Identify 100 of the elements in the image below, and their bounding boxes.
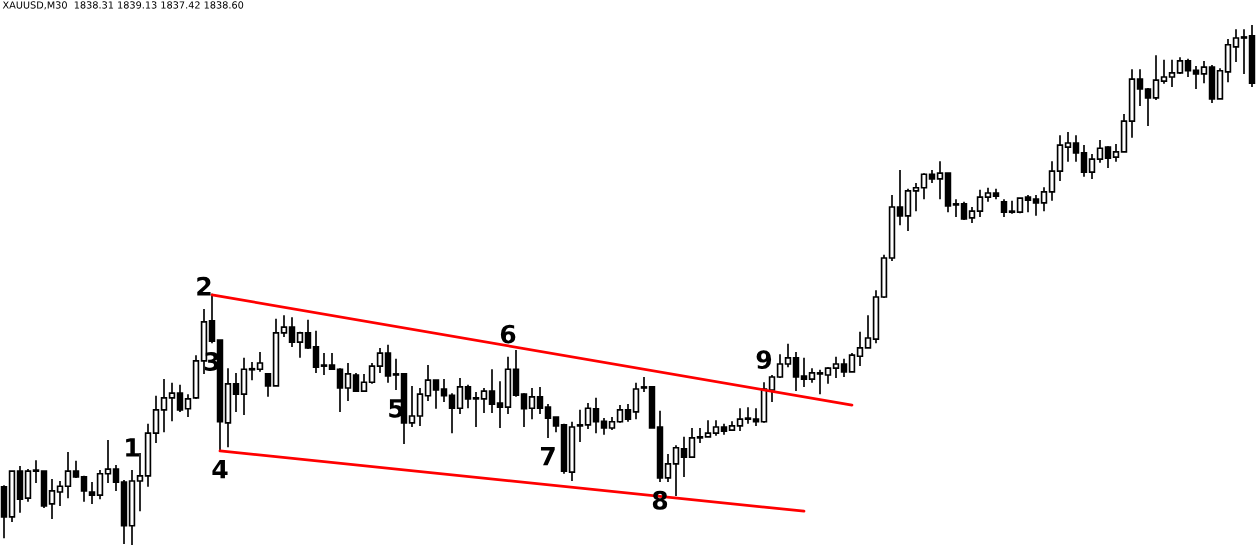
candlestick xyxy=(384,343,392,384)
candlestick xyxy=(304,319,312,350)
candlestick xyxy=(952,198,960,218)
text: 9 xyxy=(756,350,772,370)
candlestick xyxy=(520,392,528,428)
candlestick xyxy=(848,352,856,373)
candlestick xyxy=(752,407,760,427)
candlestick xyxy=(1232,28,1240,63)
candlestick xyxy=(1184,57,1192,78)
candlestick xyxy=(976,189,984,218)
candlestick xyxy=(96,469,104,501)
candlestick xyxy=(744,406,752,425)
candlestick xyxy=(832,355,840,379)
candlestick xyxy=(416,387,424,427)
candlestick xyxy=(376,347,384,374)
candlestick xyxy=(288,316,296,348)
candlestick xyxy=(448,392,456,435)
candlestick xyxy=(1008,199,1016,215)
candlestick xyxy=(424,364,432,402)
candlestick xyxy=(528,387,536,420)
candlestick xyxy=(920,172,928,201)
candlestick xyxy=(536,386,544,415)
candlestick xyxy=(544,403,552,439)
candlestick xyxy=(344,362,352,402)
candlestick xyxy=(800,356,808,388)
candlestick xyxy=(248,361,256,381)
chart-title: XAUUSD,M30 1838.31 1839.13 1837.42 1838.60 xyxy=(2,1,244,10)
candlestick xyxy=(1136,68,1144,107)
candlestick xyxy=(112,464,120,492)
candlestick xyxy=(320,352,328,376)
candlestick xyxy=(1096,139,1104,164)
candlestick xyxy=(104,439,112,484)
candlestick xyxy=(680,436,688,478)
candlestick xyxy=(64,451,72,500)
candlestick xyxy=(160,378,168,433)
candlestick xyxy=(584,402,592,430)
candlestick xyxy=(1160,59,1168,85)
candlestick xyxy=(336,367,344,413)
candlestick xyxy=(280,314,288,338)
candlestick xyxy=(632,381,640,420)
candlestick xyxy=(88,481,96,505)
candlestick xyxy=(368,362,376,385)
text: 4 xyxy=(212,459,228,479)
candlestick xyxy=(640,376,648,393)
candlestick xyxy=(864,314,872,349)
candlestick xyxy=(352,372,360,392)
candlestick xyxy=(488,368,496,414)
candlestick xyxy=(1088,153,1096,180)
candlestick xyxy=(80,475,88,503)
candlestick xyxy=(1152,54,1160,101)
candlestick xyxy=(664,453,672,483)
candlestick xyxy=(464,384,472,410)
candlestick xyxy=(1080,144,1088,178)
candlestick xyxy=(1040,186,1048,212)
candlestick xyxy=(480,387,488,414)
candlestick xyxy=(48,478,56,520)
text: 1 xyxy=(126,438,139,457)
text: 7 xyxy=(540,446,555,466)
text: 6 xyxy=(500,324,516,344)
candlestick xyxy=(232,372,240,413)
candlestick xyxy=(856,330,864,367)
candlestick xyxy=(168,381,176,423)
candlestick xyxy=(1240,28,1248,75)
candlestick xyxy=(816,368,824,396)
candlestick xyxy=(496,380,504,429)
candlestick xyxy=(1144,87,1152,127)
candlestick xyxy=(440,378,448,403)
candlestick xyxy=(1168,59,1176,88)
candlestick xyxy=(792,351,800,392)
candlestick xyxy=(456,377,464,415)
candlestick xyxy=(688,427,696,458)
candlestick xyxy=(432,379,440,410)
candlestick xyxy=(1104,145,1112,169)
candlestick xyxy=(408,385,416,428)
candlestick xyxy=(1072,134,1080,163)
candlestick xyxy=(256,351,264,373)
candlestick xyxy=(312,329,320,374)
candlestick xyxy=(768,374,776,403)
candlestick xyxy=(784,342,792,368)
candlestick xyxy=(1200,60,1208,85)
candlestick xyxy=(896,169,904,227)
candlestick xyxy=(32,459,40,484)
candlestick xyxy=(176,384,184,413)
candlestick xyxy=(1192,65,1200,90)
candlestick xyxy=(1064,131,1072,163)
text: 2 xyxy=(197,276,211,296)
candlestick xyxy=(1048,160,1056,202)
candlestick xyxy=(296,330,304,359)
candlestick xyxy=(1032,194,1040,217)
candlestick xyxy=(672,444,680,497)
candlestick xyxy=(576,408,584,443)
candlestick xyxy=(696,427,704,444)
candlestick xyxy=(840,358,848,378)
candlestick xyxy=(592,397,600,435)
candlestick xyxy=(56,480,64,507)
candlestick xyxy=(184,393,192,418)
candlestick xyxy=(736,407,744,432)
candlestick xyxy=(936,160,944,201)
candlestick xyxy=(152,394,160,444)
candlestick xyxy=(912,182,920,212)
